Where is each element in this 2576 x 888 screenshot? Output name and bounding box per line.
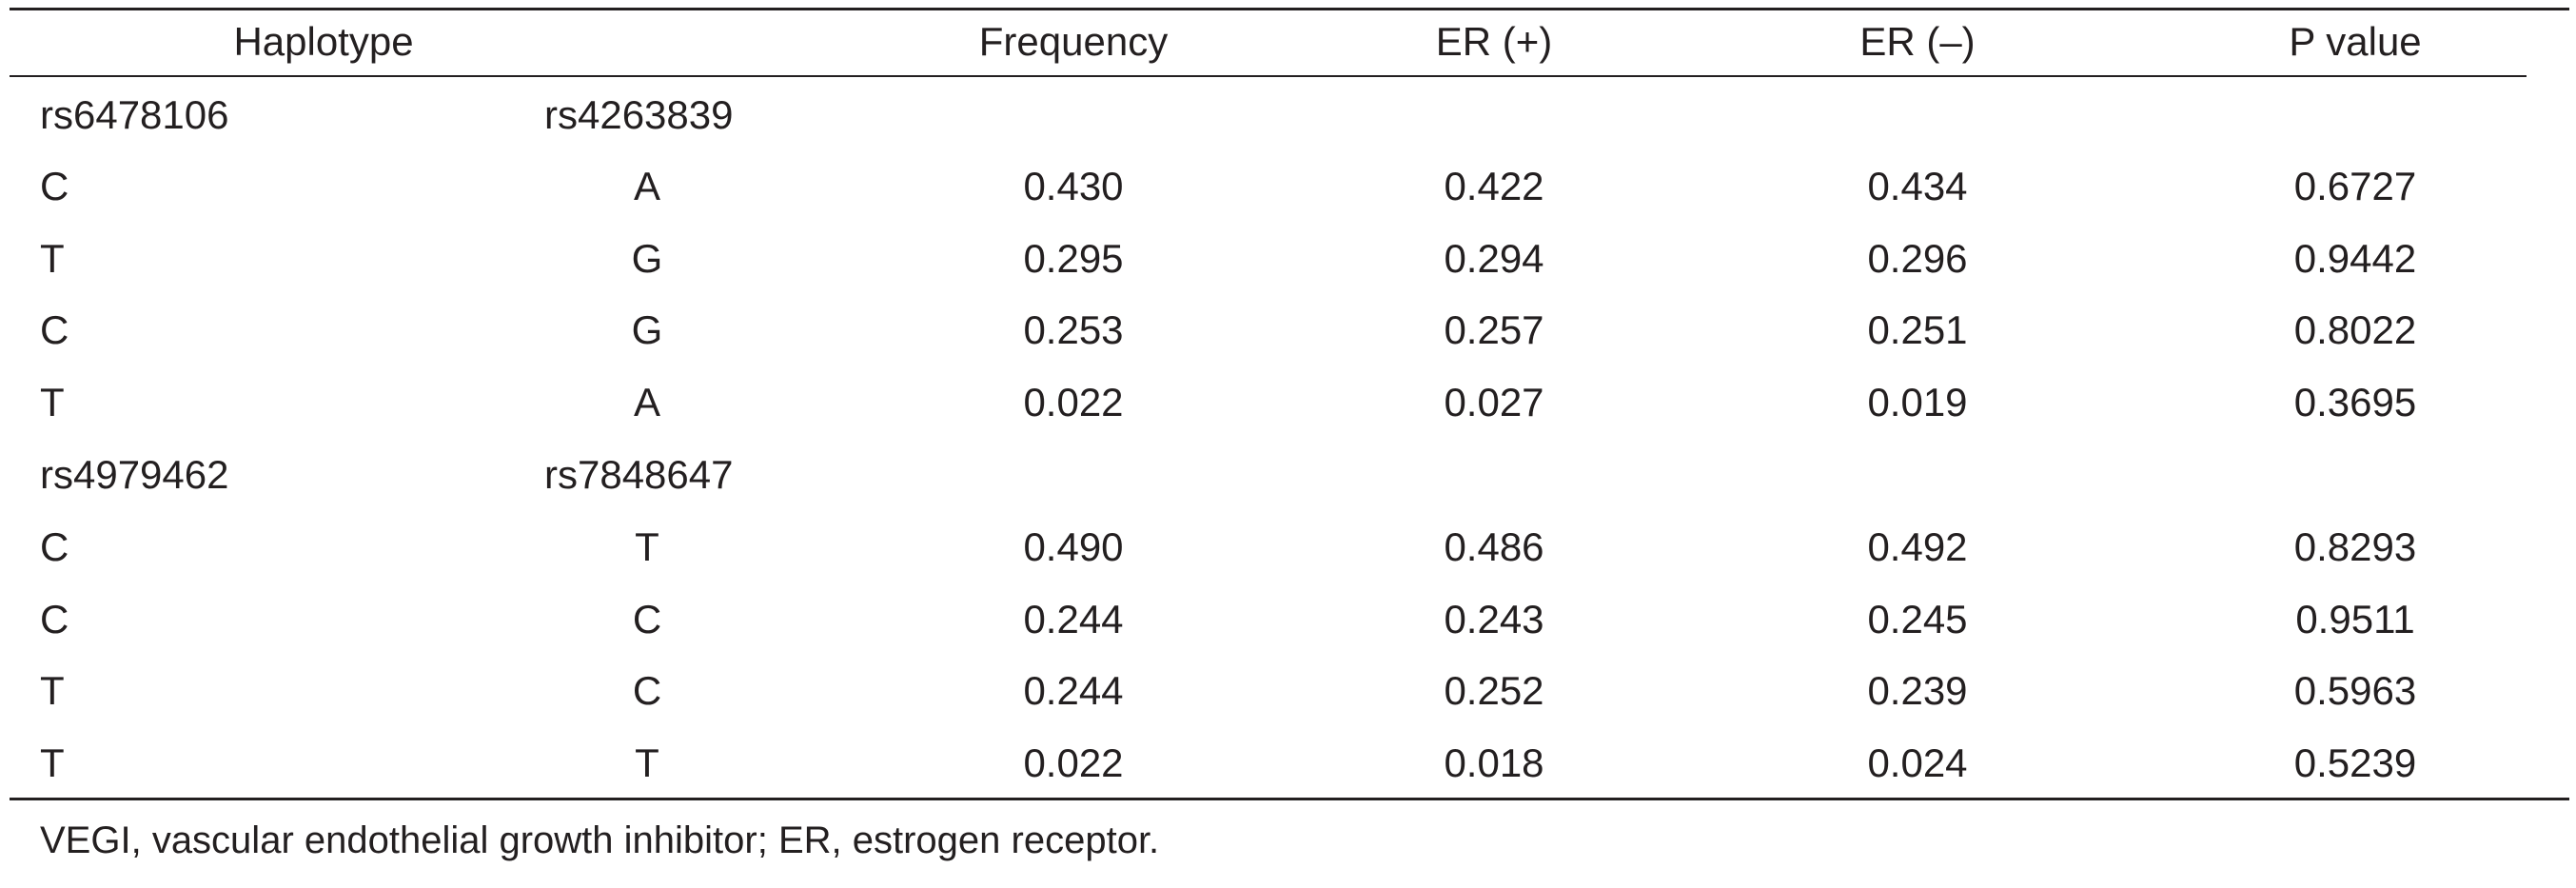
- allele-a-cell: C: [40, 596, 69, 641]
- p-value-cell: 0.6727: [2293, 164, 2417, 208]
- frequency-cell: 0.295: [1023, 235, 1124, 281]
- allele-a-cell: T: [40, 235, 65, 281]
- table-footnote: VEGI, vascular endothelial growth inhibi…: [40, 819, 1160, 861]
- frequency-cell: 0.490: [1023, 524, 1124, 569]
- frequency-cell: 0.430: [1023, 164, 1124, 208]
- er-negative-cell: 0.251: [1867, 307, 1968, 352]
- er-positive-cell: 0.027: [1444, 379, 1544, 424]
- snp-a-label: rs6478106: [40, 92, 229, 137]
- er-negative-cell: 0.239: [1867, 668, 1968, 713]
- allele-b-cell: T: [635, 740, 659, 785]
- allele-a-cell: T: [40, 668, 65, 713]
- er-negative-cell: 0.492: [1867, 524, 1968, 569]
- er-positive-cell: 0.243: [1444, 596, 1544, 641]
- er-negative-cell: 0.024: [1867, 740, 1968, 785]
- table-header-rule: [10, 75, 2527, 77]
- allele-b-cell: A: [633, 379, 660, 424]
- er-positive-cell: 0.252: [1444, 668, 1544, 713]
- p-value-cell: 0.3695: [2293, 379, 2417, 424]
- p-value-cell: 0.8293: [2293, 524, 2417, 569]
- allele-b-cell: T: [635, 524, 659, 569]
- table-row: C G 0.253 0.257 0.251 0.8022: [0, 294, 2576, 366]
- table-top-rule: [10, 8, 2569, 10]
- table-row: T T 0.022 0.018 0.024 0.5239: [0, 727, 2576, 799]
- table-group-label-row: rs6478106 rs4263839: [0, 79, 2576, 151]
- frequency-cell: 0.022: [1023, 740, 1124, 785]
- allele-b-cell: C: [632, 668, 662, 713]
- p-value-cell: 0.9511: [2295, 596, 2415, 641]
- table-row: T C 0.244 0.252 0.239 0.5963: [0, 655, 2576, 727]
- snp-b-label: rs7848647: [544, 452, 734, 497]
- er-positive-cell: 0.486: [1444, 524, 1544, 569]
- allele-a-cell: C: [40, 307, 69, 352]
- frequency-cell: 0.244: [1023, 668, 1124, 713]
- allele-b-cell: G: [631, 235, 663, 281]
- table-row: C A 0.430 0.422 0.434 0.6727: [0, 150, 2576, 223]
- table-header-row: Haplotype Frequency ER (+) ER (–) P valu…: [0, 6, 2576, 78]
- frequency-cell: 0.244: [1023, 596, 1124, 641]
- p-value-cell: 0.5239: [2293, 740, 2417, 785]
- allele-b-cell: G: [631, 307, 663, 352]
- table-row: C C 0.244 0.243 0.245 0.9511: [0, 583, 2576, 656]
- p-value-cell: 0.9442: [2293, 235, 2417, 281]
- allele-a-cell: T: [40, 379, 65, 424]
- header-p-value: P value: [2289, 19, 2422, 64]
- allele-a-cell: C: [40, 524, 69, 569]
- frequency-cell: 0.022: [1023, 379, 1124, 424]
- header-haplotype: Haplotype: [233, 19, 414, 64]
- allele-a-cell: T: [40, 740, 65, 785]
- snp-b-label: rs4263839: [544, 92, 734, 137]
- allele-b-cell: A: [633, 164, 660, 208]
- er-negative-cell: 0.019: [1867, 379, 1968, 424]
- er-positive-cell: 0.018: [1444, 740, 1544, 785]
- er-positive-cell: 0.257: [1444, 307, 1544, 352]
- header-er-negative: ER (–): [1859, 19, 1976, 64]
- table-group-label-row: rs4979462 rs7848647: [0, 439, 2576, 511]
- allele-b-cell: C: [632, 596, 662, 641]
- er-negative-cell: 0.245: [1867, 596, 1968, 641]
- p-value-cell: 0.8022: [2293, 307, 2417, 352]
- er-positive-cell: 0.294: [1444, 235, 1544, 281]
- frequency-cell: 0.253: [1023, 307, 1124, 352]
- er-positive-cell: 0.422: [1444, 164, 1544, 208]
- er-negative-cell: 0.296: [1867, 235, 1968, 281]
- table-row: T G 0.295 0.294 0.296 0.9442: [0, 223, 2576, 295]
- p-value-cell: 0.5963: [2293, 668, 2417, 713]
- table-row: C T 0.490 0.486 0.492 0.8293: [0, 511, 2576, 583]
- table-row: T A 0.022 0.027 0.019 0.3695: [0, 366, 2576, 439]
- allele-a-cell: C: [40, 164, 69, 208]
- table-bottom-rule: [10, 798, 2569, 800]
- header-er-positive: ER (+): [1435, 19, 1553, 64]
- snp-a-label: rs4979462: [40, 452, 229, 497]
- header-frequency: Frequency: [978, 19, 1169, 64]
- er-negative-cell: 0.434: [1867, 164, 1968, 208]
